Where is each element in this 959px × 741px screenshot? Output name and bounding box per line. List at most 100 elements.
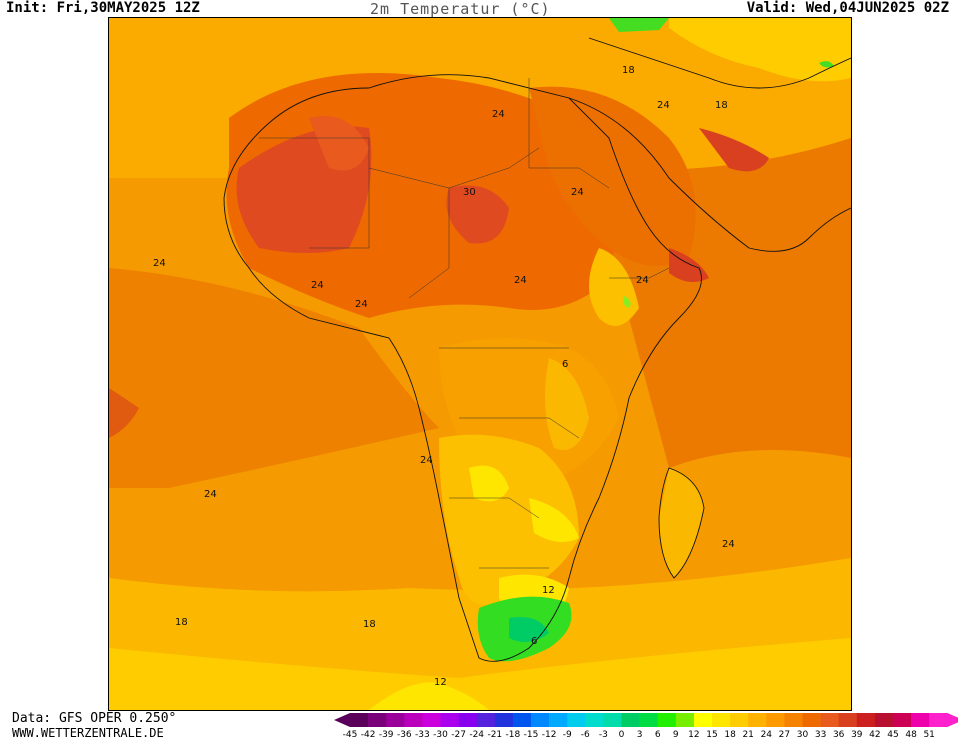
legend-swatch [567,713,586,727]
legend-tick-label: -12 [541,730,557,740]
legend-tick-label: -6 [580,730,590,740]
legend-tick-label: 39 [851,730,863,740]
legend-swatch [693,713,713,727]
contour-label: 6 [562,359,569,370]
legend-tick-label: 15 [706,730,718,740]
legend-tick-label: 33 [814,730,827,740]
contour-label: 24 [514,275,527,286]
legend-swatch [712,713,731,727]
contour-label: 24 [420,455,433,466]
legend-swatch [748,713,767,727]
init-time: Init: Fri,30MAY2025 12Z [6,0,200,16]
legend-tick-label: -18 [505,730,521,740]
legend-swatch [422,713,441,727]
legend-tick-label: 42 [869,730,881,740]
legend-swatch [368,713,387,727]
legend-swatch [404,713,423,727]
legend-swatch [730,713,749,727]
coastlines [223,37,851,662]
legend-swatch [494,713,514,727]
contour-label: 18 [363,619,376,630]
legend-tick-label: 3 [636,730,643,740]
contour-label: 24 [153,258,166,269]
legend-bar [334,713,959,727]
legend-tick-label: 27 [778,730,791,740]
legend-tick-label: -27 [451,730,466,740]
legend-tick-label: 30 [796,730,809,740]
legend-tick-label: 12 [688,730,700,740]
legend-tick-label: 21 [742,730,754,740]
legend-tick-label: -45 [342,730,358,740]
legend-tick-label: 36 [832,730,845,740]
color-legend: -45 -42 -39 -36 -33 -30 -27 -24 -21 -18 -15 -12 -9 -6… [334,713,959,741]
contour-label: 24 [492,109,505,120]
legend-tick-label: -24 [469,730,485,740]
contour-label: 24 [657,100,670,111]
legend-swatch [893,713,912,727]
contour-label: 12 [434,677,447,688]
legend-tick-label: 9 [672,730,679,740]
legend-tick-label: 24 [760,730,773,740]
temperature-map: 24 30 24 24 24 24 24 24 18 18 24 24 24 2… [108,17,852,711]
legend-swatch [820,713,839,727]
legend-swatch [621,713,640,727]
legend-swatch [531,713,550,727]
legend-tick-label: 48 [905,730,917,740]
legend-swatch [549,713,568,727]
legend-swatch [911,713,930,727]
legend-swatch [766,713,785,727]
legend-swatch [603,713,622,727]
legend-tick-label: 45 [887,730,899,740]
map-title: 2m Temperatur (°C) [370,0,551,18]
legend-tick-label: -3 [598,730,608,740]
madagascar [659,468,704,578]
legend-swatch [838,713,858,727]
valid-time: Valid: Wed,04JUN2025 02Z [746,0,949,16]
legend-swatch [386,713,405,727]
legend-swatch [476,713,496,727]
legend-swatch [585,713,604,727]
legend-tick-label: 51 [923,730,935,740]
legend-tick-label: -9 [562,730,572,740]
legend-swatch [512,713,532,727]
legend-swatch [784,713,803,727]
legend-tick-label: -36 [396,730,412,740]
legend-tick-label: -21 [487,730,503,740]
legend-swatch [802,713,821,727]
atlantic-warm [109,268,439,488]
legend-tick-label: -15 [523,730,539,740]
legend-swatch [856,713,876,727]
legend-tick-label: -39 [378,730,394,740]
contour-label: 24 [355,299,368,310]
contour-label: 18 [622,65,635,76]
contour-label: 24 [571,187,584,198]
legend-tick-label: 0 [618,730,625,740]
legend-swatch [874,713,894,727]
map-canvas [109,18,851,710]
legend-swatch [675,713,695,727]
contour-label: 24 [311,280,324,291]
arabia-region [529,86,696,266]
contour-label: 18 [715,100,728,111]
borders [259,78,670,569]
legend-arrow-right [947,713,959,727]
contour-label: 24 [204,489,217,500]
contour-label: 24 [722,539,735,550]
website: WWW.WETTERZENTRALE.DE [12,726,164,740]
legend-tick-label: -42 [360,730,376,740]
data-source: Data: GFS OPER 0.250° [12,711,177,726]
legend-tick-label: -30 [433,730,448,740]
contour-label: 12 [542,585,555,596]
legend-tick-label: 6 [654,730,661,740]
legend-swatch [657,713,677,727]
legend-swatch [440,713,459,727]
legend-arrow-left [334,713,350,727]
legend-tick-label: -33 [415,730,430,740]
contour-label: 18 [175,617,188,628]
contour-label: 30 [463,187,476,198]
contour-label: 24 [636,275,649,286]
legend-swatch [929,713,948,727]
legend-tick-label: 18 [724,730,736,740]
contour-label: 6 [531,636,538,647]
legend-swatch [350,713,369,727]
